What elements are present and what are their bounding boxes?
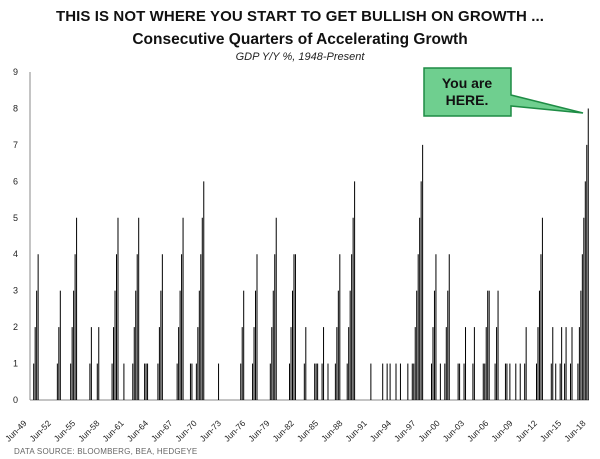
y-tick-label: 8 bbox=[13, 103, 18, 113]
y-tick-label: 7 bbox=[13, 140, 18, 150]
callout-line-1: You are bbox=[442, 75, 493, 91]
y-tick-label: 5 bbox=[13, 213, 18, 223]
y-tick-label: 9 bbox=[13, 67, 18, 77]
you-are-here-callout: You are HERE. bbox=[423, 67, 584, 117]
x-tick-label: Jun-15 bbox=[538, 418, 564, 444]
x-tick-label: Jun-06 bbox=[465, 418, 491, 444]
x-tick-label: Jun-12 bbox=[514, 418, 540, 444]
x-tick-label: Jun-85 bbox=[295, 418, 321, 444]
x-tick-label: Jun-88 bbox=[319, 418, 345, 444]
x-tick-label: Jun-94 bbox=[368, 418, 394, 444]
chart-title: Consecutive Quarters of Accelerating Gro… bbox=[132, 31, 468, 48]
headline: THIS IS NOT WHERE YOU START TO GET BULLI… bbox=[55, 8, 545, 25]
callout-arrow-box bbox=[423, 67, 584, 117]
x-tick-label: Jun-03 bbox=[441, 418, 467, 444]
x-tick-label: Jun-97 bbox=[392, 418, 418, 444]
y-tick-label: 1 bbox=[13, 359, 18, 369]
x-tick-label: Jun-58 bbox=[76, 418, 102, 444]
y-tick-label: 0 bbox=[13, 395, 18, 405]
x-tick-label: Jun-82 bbox=[270, 418, 296, 444]
x-tick-label: Jun-49 bbox=[3, 418, 29, 444]
x-tick-label: Jun-70 bbox=[173, 418, 199, 444]
x-tick-label: Jun-55 bbox=[52, 418, 78, 444]
y-tick-label: 2 bbox=[13, 322, 18, 332]
bars bbox=[33, 108, 589, 400]
x-tick-label: Jun-18 bbox=[562, 418, 588, 444]
x-tick-label: Jun-91 bbox=[343, 418, 369, 444]
data-source-note: DATA SOURCE: BLOOMBERG, BEA, HEDGEYE bbox=[14, 447, 198, 456]
x-tick-label: Jun-09 bbox=[489, 418, 515, 444]
x-tick-label: Jun-52 bbox=[27, 418, 53, 444]
x-tick-label: Jun-61 bbox=[100, 418, 126, 444]
x-tick-label: Jun-00 bbox=[416, 418, 442, 444]
y-tick-label: 3 bbox=[13, 286, 18, 296]
chart-subtitle: GDP Y/Y %, 1948-Present bbox=[235, 51, 365, 63]
x-tick-label: Jun-76 bbox=[222, 418, 248, 444]
x-tick-label: Jun-64 bbox=[125, 418, 151, 444]
y-tick-label: 4 bbox=[13, 249, 18, 259]
x-tick-label: Jun-67 bbox=[149, 418, 175, 444]
x-tick-label: Jun-73 bbox=[198, 418, 224, 444]
y-tick-label: 6 bbox=[13, 176, 18, 186]
callout-line-2: HERE. bbox=[446, 92, 489, 108]
x-tick-label: Jun-79 bbox=[246, 418, 272, 444]
